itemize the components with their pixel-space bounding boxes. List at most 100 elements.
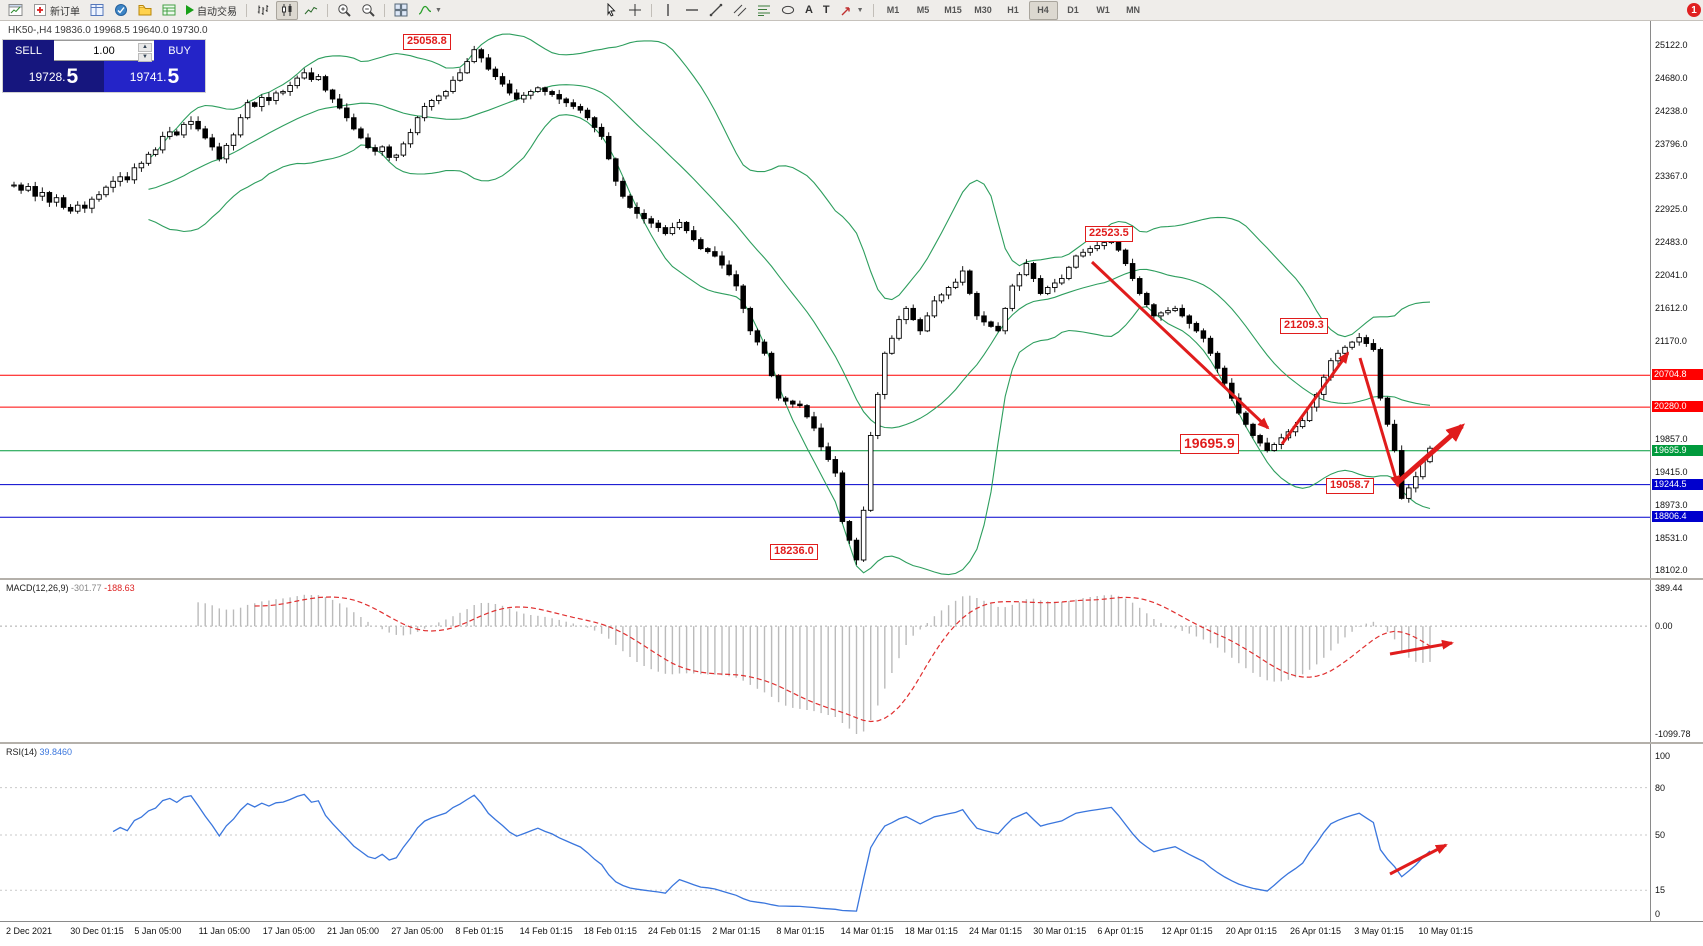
- fibonacci-button[interactable]: [753, 1, 775, 20]
- horizontal-line-button[interactable]: [681, 1, 703, 20]
- price-axis-label: 24680.0: [1655, 73, 1688, 84]
- price-axis-label: 21170.0: [1655, 335, 1687, 346]
- timeframe-h4-button[interactable]: H4: [1028, 0, 1058, 20]
- timeframe-m5-button[interactable]: M5: [916, 5, 930, 15]
- volume-input[interactable]: 1.00 ▲ ▼: [54, 40, 154, 62]
- price-axis-label: 23796.0: [1655, 139, 1688, 150]
- time-axis-label: 18 Mar 01:15: [904, 926, 958, 936]
- rsi-name: RSI(14): [6, 747, 38, 757]
- price-chart-canvas[interactable]: [0, 20, 1650, 578]
- timeframe-m30-button[interactable]: M30: [974, 5, 992, 15]
- candlestick-chart-button[interactable]: [276, 0, 298, 20]
- buy-price-big-digit: 5: [167, 65, 180, 88]
- zoom-out-icon: [362, 4, 375, 17]
- label-tool-icon: T: [822, 4, 830, 16]
- line-chart-icon: [304, 6, 318, 15]
- rsi-value: 39.8460: [39, 747, 73, 757]
- rsi-pane[interactable]: RSI(14) 39.8460 100 80 50 15 0: [0, 744, 1703, 921]
- data-window-button[interactable]: [110, 1, 132, 20]
- data-window-icon: [115, 4, 127, 16]
- zoom-in-button[interactable]: [333, 1, 355, 20]
- tile-windows-button[interactable]: [390, 1, 412, 20]
- macd-main-value: -301.77: [71, 583, 102, 593]
- timeframe-w1-button[interactable]: W1: [1096, 5, 1110, 15]
- time-axis-label: 8 Mar 01:15: [776, 926, 825, 936]
- price-axis: 25122.0 24680.0 24238.0 23796.0 23367.0 22925…: [1650, 20, 1703, 578]
- timeframe-h1-button[interactable]: H1: [1007, 5, 1019, 15]
- time-axis-label: 21 Jan 05:00: [327, 926, 380, 936]
- channel-button[interactable]: [729, 1, 751, 20]
- price-axis-label: 21612.0: [1655, 302, 1688, 313]
- time-axis-label: 12 Apr 01:15: [1161, 926, 1213, 936]
- arrows-button[interactable]: ▼: [836, 1, 868, 20]
- market-watch-button[interactable]: [86, 1, 108, 20]
- ellipse-icon: [781, 5, 795, 15]
- price-line-tag: 20280.0: [1652, 401, 1703, 413]
- trendline-icon: [709, 3, 723, 17]
- text-button[interactable]: A: [801, 1, 817, 20]
- volume-up-button[interactable]: ▲: [138, 43, 152, 52]
- line-chart-button[interactable]: [300, 1, 322, 20]
- crosshair-icon: [628, 4, 641, 16]
- rsi-axis-label: 15: [1655, 885, 1666, 896]
- pane-separator[interactable]: [0, 742, 1703, 744]
- time-axis-label: 14 Mar 01:15: [840, 926, 894, 936]
- time-axis[interactable]: 2 Dec 2021 30 Dec 01:15 5 Jan 05:00 11 Jan …: [0, 921, 1703, 946]
- timeframe-m15-button[interactable]: M15: [944, 5, 962, 15]
- swing-price-label: 18236.0: [770, 544, 818, 560]
- autotrading-button[interactable]: 自动交易: [182, 1, 241, 20]
- sell-price-big-digit: 5: [66, 65, 79, 88]
- price-chart-pane[interactable]: HK50-,H4 19836.0 19968.5 19640.0 19730.0…: [0, 20, 1703, 578]
- time-axis-label: 30 Dec 01:15: [70, 926, 124, 936]
- bar-chart-button[interactable]: [252, 1, 274, 20]
- volume-down-button[interactable]: ▼: [138, 53, 152, 62]
- chart-window-button[interactable]: [4, 1, 27, 20]
- time-axis-label: 17 Jan 05:00: [262, 926, 315, 936]
- indicators-button[interactable]: ▼: [414, 1, 446, 20]
- toolbar-separator: [327, 3, 328, 17]
- buy-button[interactable]: BUY: [154, 40, 205, 61]
- macd-canvas[interactable]: [0, 580, 1650, 742]
- new-order-button[interactable]: 新订单: [29, 1, 84, 20]
- sell-price[interactable]: 19728. 5: [3, 61, 104, 92]
- symbol-info: HK50-,H4 19836.0 19968.5 19640.0 19730.0: [8, 25, 208, 36]
- macd-pane[interactable]: MACD(12,26,9) -301.77 -188.63 389.44 0.00…: [0, 580, 1703, 742]
- price-axis-label: 18973.0: [1655, 499, 1688, 510]
- vertical-line-button[interactable]: [657, 1, 679, 20]
- price-axis-label: 18102.0: [1655, 565, 1688, 575]
- navigator-folder-icon: [138, 5, 152, 16]
- swing-price-label: 19058.7: [1326, 478, 1374, 494]
- sell-button[interactable]: SELL: [3, 40, 54, 61]
- buy-price[interactable]: 19741. 5: [104, 61, 205, 92]
- crosshair-button[interactable]: [624, 1, 646, 20]
- rsi-axis: 100 80 50 15 0: [1650, 744, 1703, 921]
- rsi-canvas[interactable]: [0, 744, 1650, 921]
- timeframe-mn-button[interactable]: MN: [1126, 5, 1141, 15]
- cursor-button[interactable]: [600, 1, 622, 20]
- price-axis-label: 23367.0: [1655, 171, 1688, 182]
- time-axis-label: 5 Jan 05:00: [134, 926, 182, 936]
- timeframe-m1-button[interactable]: M1: [886, 5, 900, 15]
- swing-price-label: 25058.8: [403, 34, 451, 50]
- label-button[interactable]: T: [819, 1, 834, 20]
- shapes-button[interactable]: [777, 1, 799, 20]
- market-watch-icon: [90, 4, 104, 16]
- pane-separator[interactable]: [0, 578, 1703, 580]
- arrow-tool-icon: [841, 7, 850, 16]
- zoom-out-button[interactable]: [357, 1, 379, 20]
- notification-badge[interactable]: 1: [1687, 3, 1701, 17]
- channel-icon: [733, 4, 747, 17]
- vertical-line-icon: [667, 4, 669, 16]
- price-line-tag: 19695.9: [1652, 444, 1703, 456]
- trendline-button[interactable]: [705, 1, 727, 20]
- timeframe-d1-button[interactable]: D1: [1067, 5, 1079, 15]
- swing-price-label: 22523.5: [1085, 226, 1133, 242]
- macd-axis: 389.44 0.00 -1099.78: [1650, 580, 1703, 742]
- terminal-button[interactable]: [158, 1, 180, 20]
- candlestick-icon: [282, 4, 292, 16]
- rsi-axis-label: 50: [1655, 830, 1666, 840]
- time-axis-label: 10 May 01:15: [1418, 926, 1473, 936]
- time-axis-label: 24 Feb 01:15: [648, 926, 702, 936]
- navigator-button[interactable]: [134, 1, 156, 20]
- price-axis-label: 19415.0: [1655, 466, 1688, 477]
